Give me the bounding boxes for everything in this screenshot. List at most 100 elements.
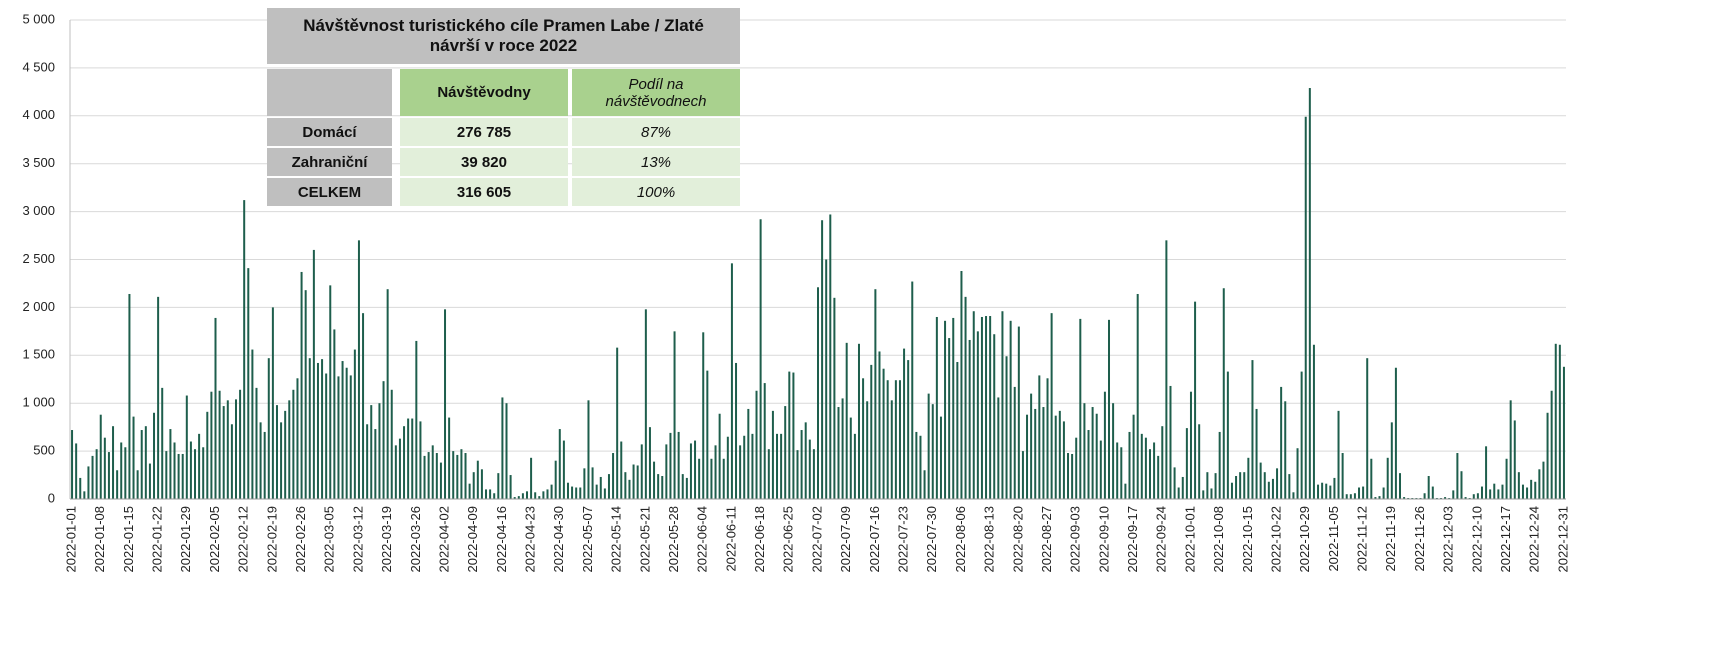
bar [296, 378, 299, 499]
bar [698, 458, 701, 499]
y-tick-label: 5 000 [22, 11, 55, 26]
bar [1378, 496, 1381, 499]
bar [841, 398, 844, 499]
y-tick-label: 4 500 [22, 59, 55, 74]
bar [808, 439, 811, 499]
bar [349, 375, 352, 499]
bar [1300, 371, 1303, 499]
x-tick-label: 2022-05-21 [637, 506, 652, 573]
bar [1304, 116, 1307, 500]
bar [587, 400, 590, 499]
x-tick-label: 2022-10-08 [1211, 506, 1226, 573]
bar [239, 389, 242, 499]
bar [300, 271, 303, 499]
bar [1067, 453, 1070, 499]
bar [124, 447, 127, 499]
bar [390, 389, 393, 499]
bar [444, 309, 447, 499]
bar [366, 424, 369, 499]
bar [485, 489, 488, 499]
bar [1071, 453, 1074, 499]
bar [886, 380, 889, 499]
bar [894, 380, 897, 499]
table-cell: Zahraniční [267, 148, 392, 176]
x-tick-label: 2022-06-11 [723, 506, 738, 572]
x-tick-label: 2022-01-15 [121, 506, 136, 573]
bar [99, 414, 102, 499]
bar [1042, 407, 1045, 499]
x-tick-label: 2022-05-28 [666, 506, 681, 573]
bar [1226, 371, 1229, 499]
bar [357, 240, 360, 499]
bar [345, 367, 348, 499]
bar [1013, 386, 1016, 499]
bar [1349, 494, 1352, 499]
bar [853, 433, 856, 499]
bar [1280, 386, 1283, 499]
bar [1394, 367, 1397, 499]
x-tick-label: 2022-08-13 [982, 506, 997, 573]
bar [546, 489, 549, 499]
bar [378, 403, 381, 499]
bar [730, 263, 733, 499]
bar [415, 340, 418, 499]
bar [632, 464, 635, 499]
bar [1218, 431, 1221, 499]
bar [571, 486, 574, 499]
bar [997, 397, 1000, 499]
bar [911, 281, 914, 499]
table-cell: 276 785 [400, 118, 568, 146]
bar [837, 407, 840, 499]
bar [776, 433, 779, 499]
x-tick-label: 2022-08-20 [1010, 506, 1025, 573]
bar [1062, 421, 1065, 499]
x-tick-label: 2022-06-04 [695, 506, 710, 573]
bar [788, 371, 791, 499]
bar [755, 390, 758, 499]
bar [1243, 472, 1246, 499]
bar [648, 427, 651, 499]
bar [804, 422, 807, 499]
bar [566, 482, 569, 499]
bar [972, 311, 975, 499]
bar [1284, 401, 1287, 499]
bar [1390, 422, 1393, 499]
bar [1038, 375, 1041, 499]
bar [427, 452, 430, 499]
x-tick-label: 2022-05-14 [609, 506, 624, 573]
table-cell: 100% [572, 178, 740, 206]
x-tick-label: 2022-07-23 [896, 506, 911, 573]
bar [890, 400, 893, 499]
bar [792, 372, 795, 499]
bar [767, 449, 770, 499]
bar [1017, 326, 1020, 499]
bar [362, 313, 365, 499]
bar [1550, 390, 1553, 499]
bar [79, 477, 82, 499]
bar [1210, 488, 1213, 499]
table-cell: Domácí [267, 118, 392, 146]
bar [665, 444, 668, 499]
bar [989, 316, 992, 499]
bar [669, 432, 672, 499]
bar [456, 454, 459, 499]
bar [1460, 471, 1463, 499]
bar [222, 406, 225, 499]
bar [116, 470, 119, 499]
bar [1239, 472, 1242, 499]
x-tick-label: 2022-07-16 [867, 506, 882, 573]
bar [353, 349, 356, 499]
bar [1001, 311, 1004, 499]
bar [1128, 431, 1131, 499]
bar [148, 463, 151, 499]
bar [1259, 462, 1262, 499]
bar [935, 316, 938, 499]
bar [1194, 301, 1197, 499]
bar [1493, 483, 1496, 499]
bar [1271, 478, 1274, 499]
bar [915, 431, 918, 499]
bar [1513, 420, 1516, 499]
x-tick-label: 2022-02-12 [236, 506, 251, 573]
bar [513, 497, 516, 499]
bar [1386, 457, 1389, 499]
